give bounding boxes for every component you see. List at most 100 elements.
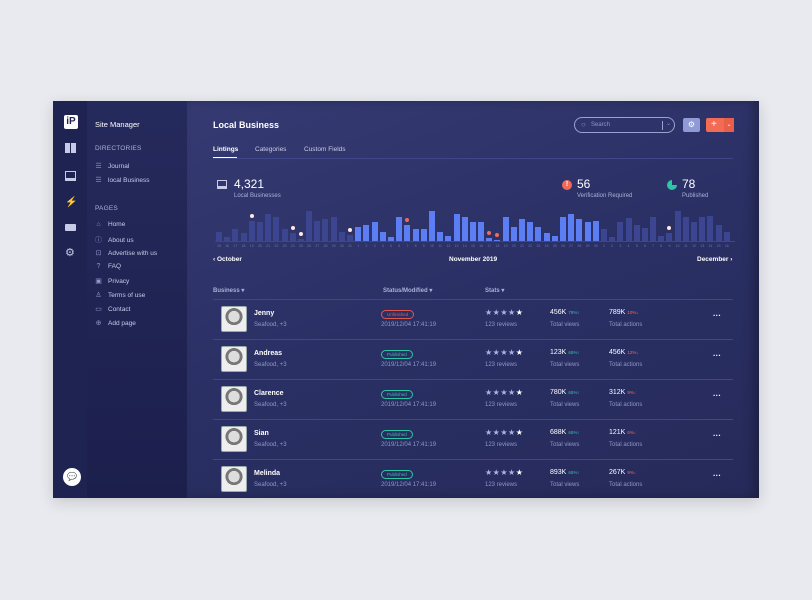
chart-bar[interactable]: [388, 237, 394, 241]
chart-bar[interactable]: [224, 237, 231, 241]
more-options-icon[interactable]: ···: [713, 351, 721, 360]
chart-bar[interactable]: [216, 231, 222, 241]
more-options-icon[interactable]: ···: [713, 431, 721, 440]
chart-bar[interactable]: [691, 222, 698, 241]
chart-bar[interactable]: [347, 235, 354, 241]
sidebar-item-advertise-with-us[interactable]: ⊡ Advertise with us: [95, 249, 158, 258]
chart-bar[interactable]: [396, 217, 403, 241]
chart-bar[interactable]: [363, 224, 370, 241]
chat-button[interactable]: 💬: [63, 468, 81, 486]
chart-bar[interactable]: [584, 222, 591, 241]
chart-bar[interactable]: [404, 224, 411, 241]
chart-bar[interactable]: [240, 232, 247, 241]
chevron-down-icon[interactable]: ⌄: [666, 121, 672, 127]
chart-bar[interactable]: [289, 232, 296, 241]
chart-bar[interactable]: [379, 231, 386, 241]
chart-bar[interactable]: [715, 225, 722, 241]
chart-bar[interactable]: [478, 222, 485, 241]
chart-bar[interactable]: [494, 239, 501, 241]
business-name[interactable]: Andreas: [254, 350, 283, 357]
table-row[interactable]: Jenny Seafood, +3 Unfinished 2019/12/04 …: [213, 299, 733, 339]
sidebar-item-faq[interactable]: ? FAQ: [95, 263, 121, 270]
chart-bar[interactable]: [707, 215, 714, 241]
chart-bar[interactable]: [551, 236, 558, 241]
tab-lintings[interactable]: Lintings: [213, 146, 239, 153]
table-row[interactable]: Andreas Seafood, +3 Published 2019/12/04…: [213, 339, 733, 379]
dashboard-icon[interactable]: [65, 143, 76, 153]
chart-bar[interactable]: [428, 211, 435, 241]
next-month-button[interactable]: December ›: [697, 256, 733, 263]
chart-bar[interactable]: [297, 238, 304, 241]
gear-icon[interactable]: ⚙: [65, 247, 75, 259]
chart-bar[interactable]: [641, 227, 648, 241]
chart-bar[interactable]: [322, 219, 329, 241]
chart-bar[interactable]: [306, 211, 313, 241]
sidebar-item-about-us[interactable]: ⓘ About us: [95, 235, 134, 245]
chart-bar[interactable]: [502, 217, 509, 241]
chart-bar[interactable]: [248, 221, 255, 241]
chart-bar[interactable]: [699, 217, 706, 241]
table-row[interactable]: Melinda Seafood, +3 Published 2019/12/04…: [213, 459, 733, 498]
chart-bar[interactable]: [568, 214, 575, 241]
chart-bar[interactable]: [609, 237, 616, 241]
chart-bar[interactable]: [625, 218, 632, 241]
business-name[interactable]: Sian: [254, 430, 269, 437]
search-input[interactable]: Search: [591, 122, 611, 128]
settings-button[interactable]: ⚙: [683, 118, 700, 132]
table-row[interactable]: Sian Seafood, +3 Published 2019/12/04 17…: [213, 419, 733, 459]
column-business[interactable]: Business ▾: [213, 288, 245, 294]
tab-categories[interactable]: Categories: [255, 146, 287, 153]
chart-bar[interactable]: [535, 226, 542, 241]
sidebar-item-privacy[interactable]: ▣ Privacy: [95, 277, 129, 286]
chart-bar[interactable]: [469, 222, 476, 241]
add-button[interactable]: + ⌄: [706, 118, 734, 132]
chart-bar[interactable]: [674, 211, 681, 241]
message-icon[interactable]: [65, 224, 76, 231]
chart-bar[interactable]: [600, 229, 607, 241]
chart-bar[interactable]: [256, 222, 263, 241]
chart-bar[interactable]: [330, 217, 337, 241]
chart-bar[interactable]: [723, 231, 730, 241]
trend-icon[interactable]: ⚡: [65, 197, 78, 208]
business-name[interactable]: Clarence: [254, 390, 284, 397]
chart-bar[interactable]: [265, 214, 272, 241]
chart-bar[interactable]: [527, 222, 534, 241]
chart-bar[interactable]: [633, 224, 640, 241]
business-name[interactable]: Melinda: [254, 470, 281, 477]
search-box[interactable]: ○ Search ⌄: [574, 117, 675, 133]
chevron-down-icon[interactable]: ⌄: [724, 118, 734, 132]
chart-icon[interactable]: [65, 171, 76, 181]
chart-bar[interactable]: [273, 217, 280, 241]
more-options-icon[interactable]: ···: [713, 471, 721, 480]
chart-bar[interactable]: [543, 233, 550, 241]
chart-bar[interactable]: [658, 236, 665, 241]
chart-bar[interactable]: [461, 217, 468, 241]
sidebar-item-local-business[interactable]: ☰ local Business: [95, 176, 149, 185]
table-row[interactable]: Clarence Seafood, +3 Published 2019/12/0…: [213, 379, 733, 419]
chart-bar[interactable]: [519, 219, 526, 241]
chart-bar[interactable]: [666, 233, 673, 241]
tab-custom-fields[interactable]: Custom Fields: [304, 146, 346, 153]
chart-bar[interactable]: [453, 214, 460, 241]
chart-bar[interactable]: [437, 231, 444, 241]
business-name[interactable]: Jenny: [254, 310, 275, 317]
sidebar-item-terms-of-use[interactable]: ♙ Terms of use: [95, 291, 145, 300]
sidebar-item-add-page[interactable]: ⊕ Add page: [95, 319, 136, 328]
chart-bar[interactable]: [510, 226, 517, 241]
chart-bar[interactable]: [650, 217, 657, 241]
more-options-icon[interactable]: ···: [713, 311, 721, 320]
chart-bar[interactable]: [420, 229, 427, 241]
sidebar-item-contact[interactable]: ▭ Contact: [95, 305, 130, 314]
chart-bar[interactable]: [355, 226, 362, 241]
chart-bar[interactable]: [560, 217, 566, 241]
column-status[interactable]: Status/Modified ▾: [383, 288, 433, 294]
chart-bar[interactable]: [371, 222, 378, 241]
chart-bar[interactable]: [445, 236, 452, 241]
chart-bar[interactable]: [576, 219, 583, 241]
chart-bar[interactable]: [232, 228, 239, 241]
sidebar-item-journal[interactable]: ☰ Journal: [95, 162, 129, 171]
chart-bar[interactable]: [338, 231, 345, 241]
chart-bar[interactable]: [486, 238, 493, 241]
prev-month-button[interactable]: ‹ October: [213, 256, 242, 263]
more-options-icon[interactable]: ···: [713, 391, 721, 400]
